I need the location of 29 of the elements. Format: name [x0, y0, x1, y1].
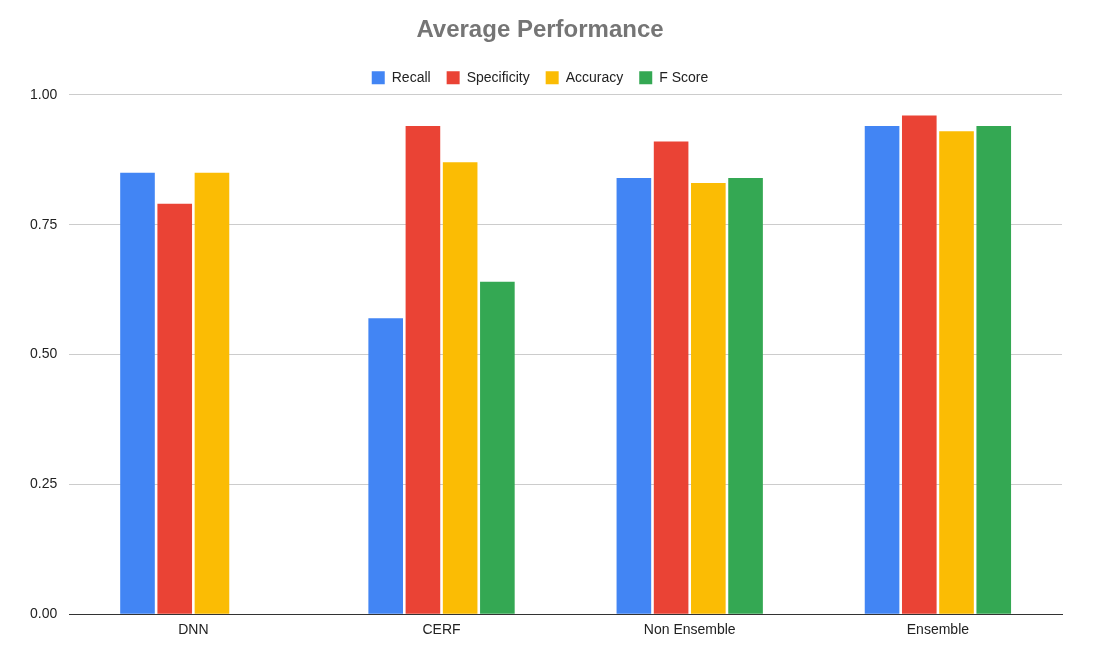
bar [901, 115, 937, 614]
legend-label: Accuracy [565, 68, 624, 85]
legend-label: Recall [391, 68, 431, 85]
y-tick-label: 0.00 [30, 605, 58, 622]
y-tick-label: 0.75 [30, 215, 58, 232]
bar [157, 203, 193, 614]
bar [442, 162, 478, 614]
bar [480, 281, 515, 614]
bar [939, 131, 974, 614]
bar [120, 172, 155, 614]
bar [728, 177, 763, 614]
x-tick-label: Ensemble [906, 621, 970, 638]
bar [616, 177, 652, 614]
x-tick-label: Non Ensemble [643, 621, 736, 638]
bar [691, 183, 726, 614]
bar [653, 141, 689, 614]
legend-label: Specificity [466, 68, 530, 85]
bar [194, 172, 230, 614]
x-tick-label: DNN [178, 621, 209, 638]
bar [405, 125, 441, 614]
y-tick-label: 1.00 [30, 85, 58, 102]
bar [864, 125, 900, 614]
x-tick-label: CERF [422, 621, 461, 638]
legend-label: F Score [659, 68, 709, 85]
bar [368, 318, 403, 614]
y-tick-label: 0.25 [30, 475, 58, 492]
bar [976, 125, 1012, 614]
y-tick-label: 0.50 [30, 345, 58, 362]
chart-title: Average Performance [416, 15, 664, 43]
